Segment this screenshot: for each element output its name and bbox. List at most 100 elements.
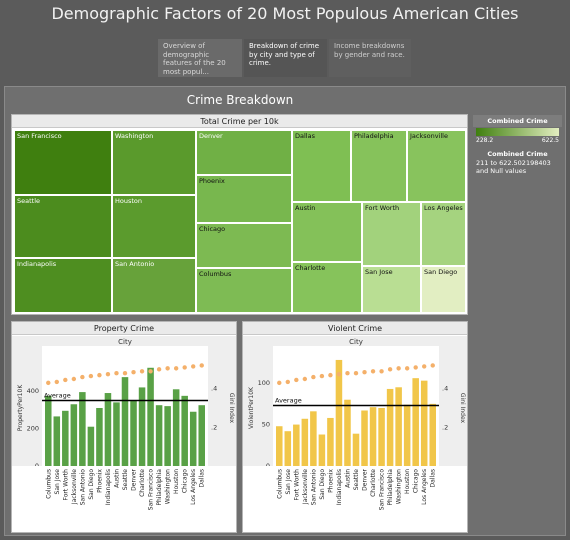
bar [429,403,436,466]
y2-tick-label: .4 [442,385,448,393]
bar [327,417,334,466]
gini-point [379,369,384,374]
treemap: San Francisco Washington Seattle Houston Ind… [14,130,466,313]
x-tick-label: Columbus [45,469,52,499]
average-label: Average [275,397,302,405]
treemap-cell[interactable]: Denver [196,130,292,175]
x-tick-label: Dallas [430,469,437,487]
right-axis-strip [208,336,236,466]
dashboard-panel: Crime Breakdown Total Crime per 10k San … [4,86,566,536]
x-tick-label: Austin [113,469,120,488]
y2-tick-label: .2 [211,423,217,431]
gini-point [328,372,333,378]
y2-axis-label: Gini Index [459,393,466,424]
bar [79,392,86,466]
treemap-cell[interactable]: Philadelphia [351,130,407,202]
x-tick-label: Washington [165,469,172,504]
bar [62,410,69,466]
treemap-cell[interactable]: Seattle [14,195,112,258]
bar [138,387,146,466]
x-tick-label: Dallas [199,469,206,487]
x-tick-label: San Diego [88,469,95,500]
bar [130,400,137,466]
treemap-cell[interactable]: Los Angeles [421,202,466,266]
bar [301,418,309,466]
x-tick-label: San Jose [285,469,292,495]
x-tick-label: Charlotte [139,469,146,497]
treemap-box: Total Crime per 10k San Francisco Washing… [11,114,468,315]
bar [198,405,205,466]
treemap-cell[interactable]: San Francisco [14,130,112,195]
x-tick-label: San Francisco [379,469,386,511]
bar [53,416,61,466]
bar [369,407,377,466]
bar [420,380,428,466]
treemap-cell[interactable]: Chicago [196,223,292,268]
tab-label: Income breakdowns by gender and race. [334,42,405,59]
left-axis-strip [12,336,42,466]
bar [310,411,317,466]
treemap-cell[interactable]: Dallas [292,130,351,202]
right-axis-strip [439,336,467,466]
x-tick-label: Denver [362,468,369,490]
y2-axis-label: Gini Index [228,393,235,424]
treemap-cell[interactable]: Charlotte [292,262,362,313]
tab-income-breakdowns[interactable]: Income breakdowns by gender and race. [329,39,411,77]
treemap-cell[interactable]: Indianapolis [14,258,112,313]
y-axis-label: ViolentPer10K [248,386,255,429]
treemap-cell[interactable]: Fort Worth [362,202,421,266]
property-crime-chart: Property Crime City0200400.2.4PropertyPe… [11,321,237,533]
bar [352,433,360,466]
treemap-cell[interactable]: San Diego [421,266,466,313]
tab-crime-breakdown[interactable]: Breakdown of crime by city and type of c… [244,39,327,77]
y-tick-label: 50 [262,421,270,429]
gini-point [88,373,94,379]
x-tick-label: Charlotte [370,469,377,497]
treemap-cell[interactable]: Washington [112,130,196,195]
x-tick-label: San Francisco [148,469,155,511]
x-tick-label: Philadelphia [156,469,163,506]
x-tick-label: Jacksonville [71,469,78,505]
x-axis-area [12,466,236,532]
x-tick-label: Indianapolis [105,469,112,505]
color-legend: Combined Crime 228.2 622.5 Combined Crim… [473,115,562,176]
treemap-cell[interactable]: San Antonio [112,258,196,313]
y2-tick-label: .4 [211,385,217,393]
bar [96,408,103,466]
x-tick-label: San Antonio [79,469,86,506]
bar [181,395,188,466]
treemap-cell[interactable]: Phoenix [196,175,292,223]
treemap-cell[interactable]: Austin [292,202,362,262]
bar [164,406,171,466]
gini-point [71,376,77,382]
treemap-cell[interactable]: Houston [112,195,196,258]
x-tick-label: Houston [404,469,411,494]
x-tick-label: Columbus [276,469,283,499]
x-tick-label: Philadelphia [387,469,394,506]
x-axis-area [243,466,467,532]
x-tick-label: Chicago [182,469,189,493]
legend-range[interactable]: 211 to 622.502198403 and Null values [476,159,551,175]
panel-title: Crime Breakdown [186,93,294,107]
bar [335,359,343,466]
gini-point [311,374,316,380]
x-tick-label: San Diego [319,469,326,500]
chart-title: Violent Crime [243,322,467,335]
bar [45,395,52,466]
treemap-cell[interactable]: Jacksonville [407,130,466,202]
x-tick-label: Seattle [353,469,360,491]
gini-point [191,364,196,369]
x-tick-label: Phoenix [96,469,103,493]
x-tick-label: San Jose [54,469,61,495]
treemap-cell[interactable]: San Jose [362,266,421,313]
bar [121,377,129,466]
average-label: Average [44,392,71,400]
violent-crime-chart: Violent Crime City050100.2.4ViolentPer10… [242,321,468,533]
bar [318,434,326,466]
treemap-cell[interactable]: Columbus [196,268,292,313]
bar [378,408,385,466]
column-header-label: City [349,338,363,346]
tab-label: Breakdown of crime by city and type of c… [249,42,320,67]
tab-overview[interactable]: Overview of demographic features of the … [158,39,242,77]
gini-point [63,377,68,383]
